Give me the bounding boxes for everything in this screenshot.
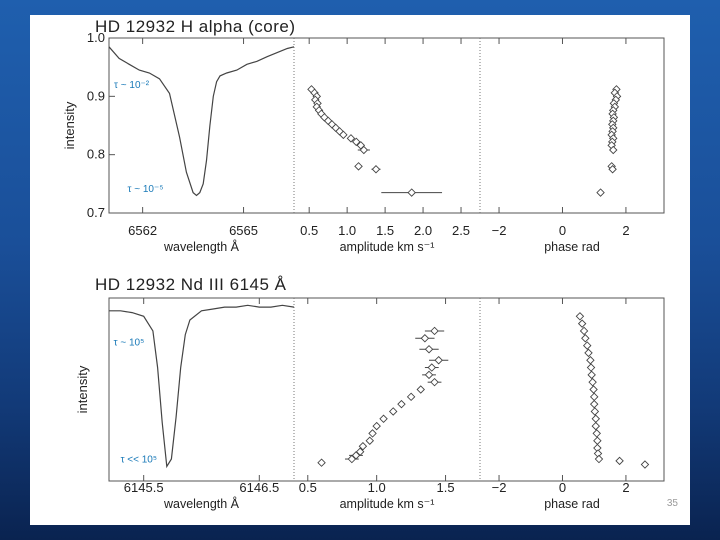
data-point (594, 454, 604, 464)
x-tick-label: 6146.5 (239, 480, 279, 495)
x-axis-label: wavelength Å (163, 239, 240, 254)
data-point (582, 341, 592, 350)
x-tick-label: 0.5 (299, 480, 317, 495)
x-tick-label: 2 (622, 223, 629, 238)
data-point (317, 458, 326, 467)
data-point (358, 441, 368, 451)
x-tick-label: 6562 (128, 223, 157, 238)
y-tick-label: 0.8 (87, 147, 105, 162)
x-tick-label: 1.5 (437, 480, 455, 495)
data-point (615, 456, 624, 466)
data-point (591, 421, 601, 431)
data-point (347, 454, 357, 464)
x-tick-label: 2 (622, 480, 629, 495)
data-point (586, 355, 595, 365)
tau-annotation: τ << 10⁵ (121, 455, 157, 466)
data-point (434, 355, 443, 365)
data-point (388, 407, 398, 416)
x-axis-label: amplitude km s⁻¹ (340, 497, 435, 511)
y-tick-label: 0.7 (87, 205, 105, 220)
data-point (609, 145, 618, 155)
data-point (352, 137, 361, 147)
plot-frame-2 (108, 297, 665, 482)
data-point (596, 188, 605, 197)
x-axis-label: amplitude km s⁻¹ (340, 240, 435, 254)
data-point (592, 429, 601, 438)
x-tick-label: 2.0 (414, 223, 432, 238)
data-point (424, 370, 434, 380)
data-point (359, 145, 369, 155)
x-tick-label: −2 (492, 223, 507, 238)
data-point (420, 334, 430, 343)
data-point (589, 399, 599, 409)
data-point (424, 345, 434, 354)
data-point (397, 399, 406, 409)
data-point (588, 377, 597, 387)
x-axis-label: phase rad (544, 497, 600, 511)
data-point (640, 460, 650, 469)
data-point (581, 334, 590, 343)
tau-annotation: τ ~ 10⁻² (114, 80, 150, 91)
data-point (430, 377, 439, 387)
data-point (589, 385, 598, 394)
x-tick-label: 0.5 (300, 223, 318, 238)
data-point (406, 392, 416, 402)
x-tick-label: 6565 (229, 223, 258, 238)
plot-frame-1 (108, 37, 665, 214)
data-point (427, 363, 437, 372)
data-point (346, 134, 356, 143)
x-tick-label: 1.0 (368, 480, 386, 495)
data-point (608, 165, 617, 174)
y-axis-label: intensity (62, 101, 77, 149)
data-point (593, 436, 602, 445)
y-axis-label: intensity (75, 365, 90, 413)
data-point (368, 429, 377, 438)
slide: 6562 6565 wavelength Å 0.7 0.8 0.9 1.0 HD 12932… (30, 15, 690, 525)
data-point (372, 421, 381, 431)
data-point (407, 188, 416, 197)
data-point (365, 436, 375, 445)
x-tick-label: 1.0 (338, 223, 356, 238)
y-tick-label: 0.9 (87, 88, 105, 103)
data-point (575, 312, 585, 321)
spectrum-line (109, 304, 295, 469)
data-point (589, 392, 599, 402)
data-point (354, 162, 363, 171)
data-point (379, 414, 388, 424)
x-axis-label: wavelength Å (163, 496, 240, 511)
data-point (590, 407, 600, 416)
slide-number: 35 (666, 498, 678, 509)
x-tick-label: 2.5 (452, 223, 470, 238)
chart-title: HD 12932 H alpha (core) (95, 17, 295, 36)
data-point (584, 348, 593, 358)
data-point (577, 319, 587, 328)
x-tick-label: −2 (492, 480, 507, 495)
x-tick-label: 0 (559, 480, 566, 495)
data-point (586, 363, 596, 372)
tau-annotation: τ ~ 10⁵ (114, 338, 145, 349)
chart-title: HD 12932 Nd III 6145 Å (95, 275, 287, 294)
spectrum-line (108, 46, 295, 197)
data-point (416, 385, 425, 394)
x-tick-label: 0 (559, 223, 566, 238)
x-tick-label: 6145.5 (124, 480, 164, 495)
data-point (339, 130, 348, 140)
x-axis-label: phase rad (544, 240, 600, 254)
y-tick-label: 1.0 (87, 30, 105, 45)
data-point (587, 370, 596, 380)
data-point (579, 326, 589, 336)
data-point (591, 414, 601, 424)
tau-annotation: τ ~ 10⁻⁵ (128, 184, 164, 195)
x-tick-label: 1.5 (376, 223, 394, 238)
data-point (430, 326, 439, 336)
data-point (371, 165, 381, 174)
